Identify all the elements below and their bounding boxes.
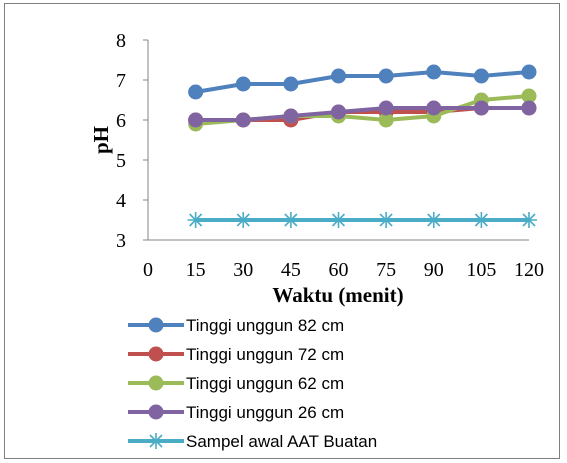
series-line [195, 70, 530, 94]
x-tick-label: 0 [143, 259, 153, 281]
data-point [473, 212, 490, 228]
x-tick-label: 30 [233, 259, 253, 281]
legend-marker [148, 346, 164, 362]
y-tick-label: 6 [116, 110, 126, 132]
y-tick-label: 7 [116, 70, 126, 92]
x-tick-label: 75 [376, 259, 396, 281]
data-point [331, 104, 346, 120]
legend-marker [148, 375, 164, 391]
data-point [473, 68, 489, 84]
legend-item: Tinggi unggun 62 cm [128, 374, 344, 393]
legend: Tinggi unggun 82 cm Tinggi unggun 72 cm Ti… [128, 316, 377, 451]
legend-marker [148, 433, 164, 449]
chart-frame [4, 3, 560, 459]
legend-item: Tinggi unggun 26 cm [128, 403, 344, 422]
legend-label: Tinggi unggun 62 cm [186, 374, 344, 393]
series-5 [187, 212, 537, 228]
x-tick-label: 45 [281, 259, 301, 281]
data-point [187, 212, 204, 228]
data-point [235, 76, 251, 92]
series-group [187, 64, 537, 228]
data-point [426, 64, 442, 80]
data-point [331, 68, 346, 84]
y-tick-label: 4 [116, 190, 126, 212]
x-tick-label: 60 [329, 259, 349, 281]
y-tick-label: 8 [116, 30, 126, 52]
data-point [378, 68, 394, 84]
x-tick-label: 15 [186, 259, 206, 281]
legend-marker [148, 317, 164, 333]
data-point [521, 212, 537, 228]
legend-label: Tinggi unggun 72 cm [186, 345, 344, 364]
series-4 [188, 100, 537, 128]
data-point [521, 64, 537, 80]
data-point [330, 212, 347, 228]
legend-item: Sampel awal AAT Buatan [128, 432, 377, 451]
legend-marker [148, 404, 164, 420]
data-point [283, 108, 299, 124]
data-point [378, 212, 395, 228]
data-point [473, 100, 489, 116]
data-point [425, 212, 442, 228]
legend-item: Tinggi unggun 82 cm [128, 316, 344, 335]
series-1 [188, 64, 537, 100]
x-tick-label: 105 [466, 259, 496, 281]
y-axis-title: pH [89, 126, 113, 154]
data-point [283, 76, 299, 92]
data-point [378, 100, 394, 116]
series-line [195, 106, 529, 122]
legend-item: Tinggi unggun 72 cm [128, 345, 344, 364]
axes [143, 39, 529, 241]
x-tick-label: 90 [424, 259, 444, 281]
data-point [426, 100, 442, 116]
data-point [521, 100, 537, 116]
data-point [188, 84, 204, 100]
legend-label: Tinggi unggun 82 cm [186, 316, 344, 335]
x-tick-label: 120 [514, 259, 544, 281]
data-point [235, 212, 252, 228]
y-tick-label: 5 [116, 150, 126, 172]
legend-label: Sampel awal AAT Buatan [186, 432, 377, 451]
x-axis-title: Waktu (menit) [272, 283, 403, 307]
data-point [235, 112, 251, 128]
legend-label: Tinggi unggun 26 cm [186, 403, 344, 422]
y-tick-label: 3 [116, 230, 126, 252]
data-point [282, 212, 299, 228]
data-point [188, 112, 204, 128]
